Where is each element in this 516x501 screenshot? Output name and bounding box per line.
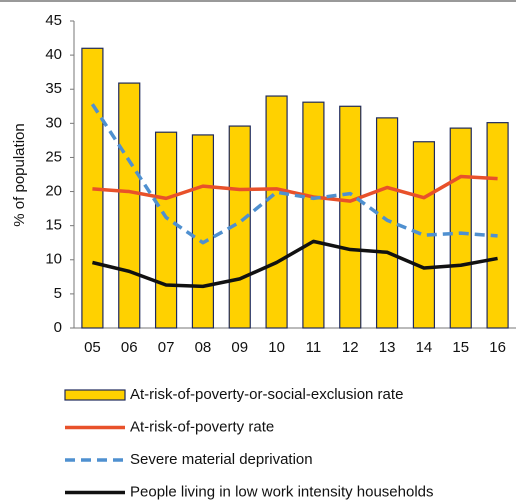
bar (154, 131, 178, 329)
bar (265, 95, 288, 329)
legend-label: Severe material deprivation (130, 451, 313, 468)
x-tick-label: 15 (452, 339, 469, 356)
y-tick-label: 35 (45, 80, 62, 97)
x-tick-label: 05 (84, 339, 101, 356)
x-tick-label: 12 (342, 339, 359, 356)
x-tick-label: 06 (121, 339, 138, 356)
y-tick-label: 45 (45, 12, 62, 29)
line-series (92, 174, 498, 203)
bar (118, 82, 141, 329)
y-tick-label: 0 (54, 319, 62, 336)
y-tick-label: 10 (45, 251, 62, 268)
x-tick-label: 11 (306, 339, 322, 356)
y-axis-label: % of population (11, 123, 28, 226)
legend-swatch (64, 389, 126, 401)
bar (449, 127, 472, 329)
y-tick-label: 15 (45, 217, 62, 234)
bar (375, 117, 399, 329)
x-tick-label: 13 (379, 339, 396, 356)
line-series (90, 103, 498, 245)
x-tick-label: 08 (195, 339, 212, 356)
legend-label: At-risk-of-poverty-or-social-exclusion r… (130, 386, 403, 403)
x-tick-label: 10 (268, 339, 285, 356)
legend-label: At-risk-of-poverty rate (130, 418, 274, 435)
bar (486, 122, 509, 329)
legend-label: People living in low work intensity hous… (130, 483, 434, 500)
x-tick-label: 16 (489, 339, 506, 356)
x-tick-label: 07 (158, 339, 175, 356)
bar (302, 101, 325, 329)
bar (191, 134, 215, 329)
y-tick-label: 20 (45, 183, 62, 200)
line-series (92, 239, 498, 289)
y-tick-label: 30 (45, 114, 62, 131)
x-tick-label: 09 (231, 339, 248, 356)
x-tick-label: 14 (416, 339, 433, 356)
bar (339, 105, 362, 329)
y-tick-label: 25 (45, 148, 62, 165)
y-tick-label: 40 (45, 46, 62, 63)
y-tick-label: 5 (54, 285, 62, 302)
